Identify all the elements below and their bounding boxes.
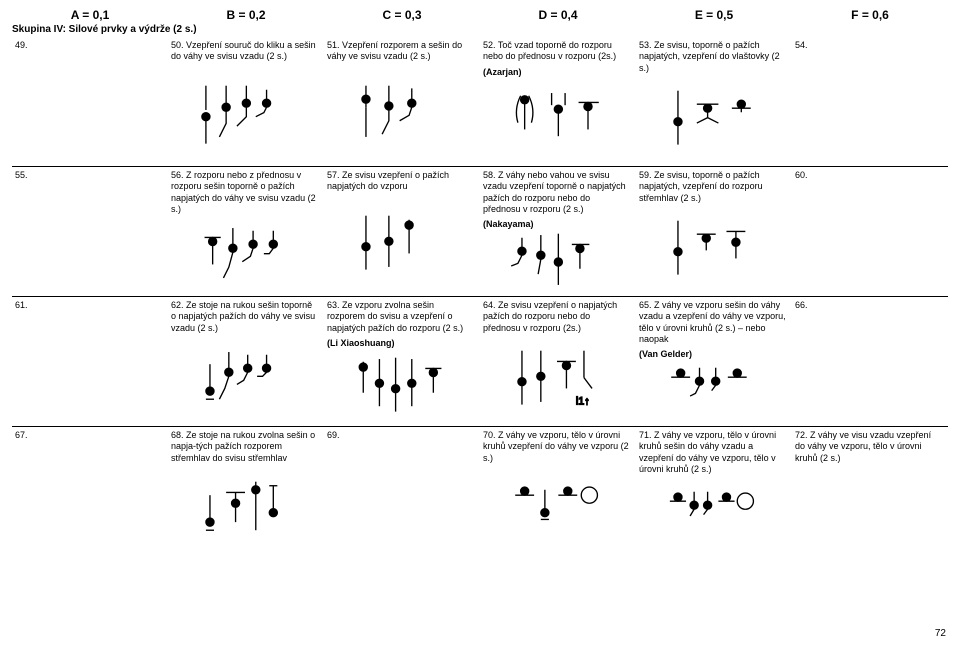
element-cell: 49. — [12, 37, 168, 166]
element-cell: 67. — [12, 427, 168, 557]
element-cell: 69. — [324, 427, 480, 557]
element-named: (Azarjan) — [483, 67, 630, 78]
element-description: 57. Ze svisu vzepření o pažích napjatých… — [327, 170, 474, 193]
element-cell: 51. Vzepření rozporem a sešin do váhy ve… — [324, 37, 480, 166]
col-c: C = 0,3 — [324, 8, 480, 22]
element-figure — [639, 206, 786, 293]
element-named: (Nakayama) — [483, 219, 630, 230]
element-cell: 54. — [792, 37, 948, 166]
element-figure — [483, 78, 630, 163]
grid-row: 67. 68. Ze stoje na rukou zvolna sešin o … — [12, 427, 948, 557]
element-figure — [327, 195, 474, 294]
element-cell: 53. Ze svisu, toporně o pažích napjatých… — [636, 37, 792, 166]
element-cell: 71. Z váhy ve vzporu, tělo v úrovni kruh… — [636, 427, 792, 557]
element-figure — [327, 65, 474, 164]
element-figure — [483, 230, 630, 293]
element-description: 70. Z váhy ve vzporu, tělo v úrovni kruh… — [483, 430, 630, 464]
element-description: 67. — [15, 430, 162, 441]
grid-row: 61. 62. Ze stoje na rukou sešin toporně o… — [12, 297, 948, 427]
element-figure — [15, 313, 162, 423]
grid-row: 55. 56. Z rozporu nebo z přednosu v rozpo… — [12, 167, 948, 297]
element-cell: 70. Z váhy ve vzporu, tělo v úrovni kruh… — [480, 427, 636, 557]
element-cell: 61. — [12, 297, 168, 426]
element-cell: 66. — [792, 297, 948, 426]
element-description: 68. Ze stoje na rukou zvolna sešin o nap… — [171, 430, 318, 464]
element-cell: 57. Ze svisu vzepření o pažích napjatých… — [324, 167, 480, 296]
element-description: 51. Vzepření rozporem a sešin do váhy ve… — [327, 40, 474, 63]
element-figure — [639, 76, 786, 163]
element-figure — [15, 183, 162, 293]
element-description: 49. — [15, 40, 162, 51]
element-cell: 60. — [792, 167, 948, 296]
element-figure — [483, 466, 630, 554]
element-description: 60. — [795, 170, 942, 181]
element-cell: 63. Ze vzporu zvolna sešin rozporem do s… — [324, 297, 480, 426]
col-e: E = 0,5 — [636, 8, 792, 22]
element-description: 55. — [15, 170, 162, 181]
element-description: 71. Z váhy ve vzporu, tělo v úrovni kruh… — [639, 430, 786, 475]
group-subtitle: Skupina IV: Silové prvky a výdrže (2 s.) — [12, 24, 948, 35]
element-description: 66. — [795, 300, 942, 311]
element-figure — [171, 217, 318, 293]
element-cell: 62. Ze stoje na rukou sešin toporně o na… — [168, 297, 324, 426]
element-description: 69. — [327, 430, 474, 441]
element-description: 64. Ze svisu vzepření o napjatých pažích… — [483, 300, 630, 334]
col-d: D = 0,4 — [480, 8, 636, 22]
element-cell: 59. Ze svisu, toporně o pažích napjatých… — [636, 167, 792, 296]
difficulty-header: A = 0,1 B = 0,2 C = 0,3 D = 0,4 E = 0,5 … — [12, 8, 948, 22]
element-figure — [15, 443, 162, 554]
element-figure — [327, 443, 474, 554]
element-description: 63. Ze vzporu zvolna sešin rozporem do s… — [327, 300, 474, 334]
page-number: 72 — [935, 628, 946, 639]
element-cell: 58. Z váhy nebo vahou ve svisu vzadu vze… — [480, 167, 636, 296]
element-description: 54. — [795, 40, 942, 51]
element-cell: 52. Toč vzad toporně do rozporu nebo do … — [480, 37, 636, 166]
element-cell: 55. — [12, 167, 168, 296]
element-description: 65. Z váhy ve vzporu sešin do váhy vzadu… — [639, 300, 786, 345]
element-description: 58. Z váhy nebo vahou ve svisu vzadu vze… — [483, 170, 630, 215]
element-description: 50. Vzepření souruč do kliku a sešin do … — [171, 40, 318, 63]
element-cell: 64. Ze svisu vzepření o napjatých pažích… — [480, 297, 636, 426]
element-cell: 72. Z váhy ve visu vzadu vzepření do váh… — [792, 427, 948, 557]
col-a: A = 0,1 — [12, 8, 168, 22]
element-cell: 50. Vzepření souruč do kliku a sešin do … — [168, 37, 324, 166]
element-description: 53. Ze svisu, toporně o pažích napjatých… — [639, 40, 786, 74]
element-description: 72. Z váhy ve visu vzadu vzepření do váh… — [795, 430, 942, 464]
element-figure — [795, 313, 942, 423]
element-named: (Li Xiaoshuang) — [327, 338, 474, 349]
element-figure — [795, 466, 942, 554]
element-figure — [171, 336, 318, 423]
element-description: 52. Toč vzad toporně do rozporu nebo do … — [483, 40, 630, 63]
grid-row: 49. 50. Vzepření souruč do kliku a sešin … — [12, 37, 948, 167]
element-cell: 65. Z váhy ve vzporu sešin do váhy vzadu… — [636, 297, 792, 426]
element-figure — [327, 349, 474, 423]
element-figure — [15, 53, 162, 163]
col-f: F = 0,6 — [792, 8, 948, 22]
col-b: B = 0,2 — [168, 8, 324, 22]
element-figure — [639, 477, 786, 554]
element-description: 61. — [15, 300, 162, 311]
element-description: 62. Ze stoje na rukou sešin toporně o na… — [171, 300, 318, 334]
element-figure — [171, 466, 318, 554]
element-figure — [795, 183, 942, 293]
element-cell: 56. Z rozporu nebo z přednosu v rozporu … — [168, 167, 324, 296]
element-description: 59. Ze svisu, toporně o pažích napjatých… — [639, 170, 786, 204]
element-cell: 68. Ze stoje na rukou zvolna sešin o nap… — [168, 427, 324, 557]
elements-grid: 49. 50. Vzepření souruč do kliku a sešin … — [12, 37, 948, 557]
element-figure — [171, 65, 318, 164]
element-figure — [639, 360, 786, 423]
element-named: (Van Gelder) — [639, 349, 786, 360]
element-figure — [795, 53, 942, 163]
element-figure — [483, 336, 630, 423]
element-description: 56. Z rozporu nebo z přednosu v rozporu … — [171, 170, 318, 215]
